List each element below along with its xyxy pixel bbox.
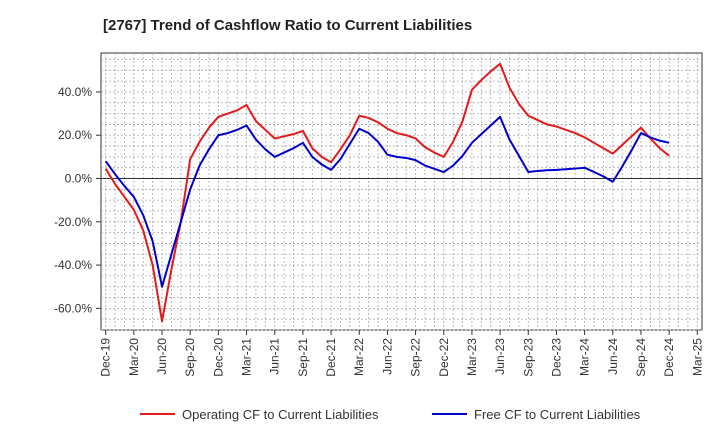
x-tick-label: Jun-24: [606, 338, 620, 375]
x-tick-label: Sep-22: [409, 338, 423, 377]
legend: Operating CF to Current Liabilities Free…: [140, 407, 641, 422]
x-tick-label: Dec-20: [211, 338, 225, 377]
x-tick-label: Dec-24: [662, 338, 676, 377]
y-tick-label: -40.0%: [54, 258, 92, 272]
x-tick-label: Jun-23: [493, 338, 507, 375]
x-tick-label: Sep-24: [634, 338, 648, 377]
plot-area: [100, 52, 703, 331]
x-tick-label: Mar-25: [690, 338, 704, 376]
series-line-free-cf: [104, 115, 670, 288]
y-tick-label: -20.0%: [54, 215, 92, 229]
y-axis: 40.0% 20.0% 0.0% -20.0% -40.0% -60.0%: [54, 85, 101, 315]
x-tick-label: Dec-23: [549, 338, 563, 377]
x-tick-label: Mar-20: [127, 338, 141, 376]
x-tick-label: Dec-21: [324, 338, 338, 377]
x-tick-label: Mar-22: [352, 338, 366, 376]
y-tick-label: 20.0%: [58, 128, 92, 142]
x-axis: Dec-19 Mar-20 Jun-20 Sep-20 Dec-20 Mar-21 Jun-…: [99, 330, 704, 377]
y-tick-label: -60.0%: [54, 301, 92, 315]
x-tick-label: Mar-21: [240, 338, 254, 376]
y-tick-label: 0.0%: [65, 172, 93, 186]
x-tick-label: Mar-23: [465, 338, 479, 376]
gridlines: [101, 53, 702, 331]
x-tick-label: Mar-24: [578, 338, 592, 376]
x-tick-label: Dec-19: [99, 338, 113, 377]
x-tick-label: Jun-21: [268, 338, 282, 375]
x-tick-label: Jun-20: [155, 338, 169, 375]
series-lines: [104, 62, 670, 323]
x-tick-label: Sep-20: [183, 338, 197, 377]
series-line-operating-cf: [104, 62, 670, 323]
y-tick-label: 40.0%: [58, 85, 92, 99]
legend-label-operating: Operating CF to Current Liabilities: [182, 407, 379, 422]
x-tick-label: Sep-23: [521, 338, 535, 377]
chart-title: [2767] Trend of Cashflow Ratio to Curren…: [103, 17, 472, 34]
x-tick-label: Dec-22: [437, 338, 451, 377]
x-tick-label: Sep-21: [296, 338, 310, 377]
legend-label-free: Free CF to Current Liabilities: [474, 407, 641, 422]
x-tick-label: Jun-22: [380, 338, 394, 375]
